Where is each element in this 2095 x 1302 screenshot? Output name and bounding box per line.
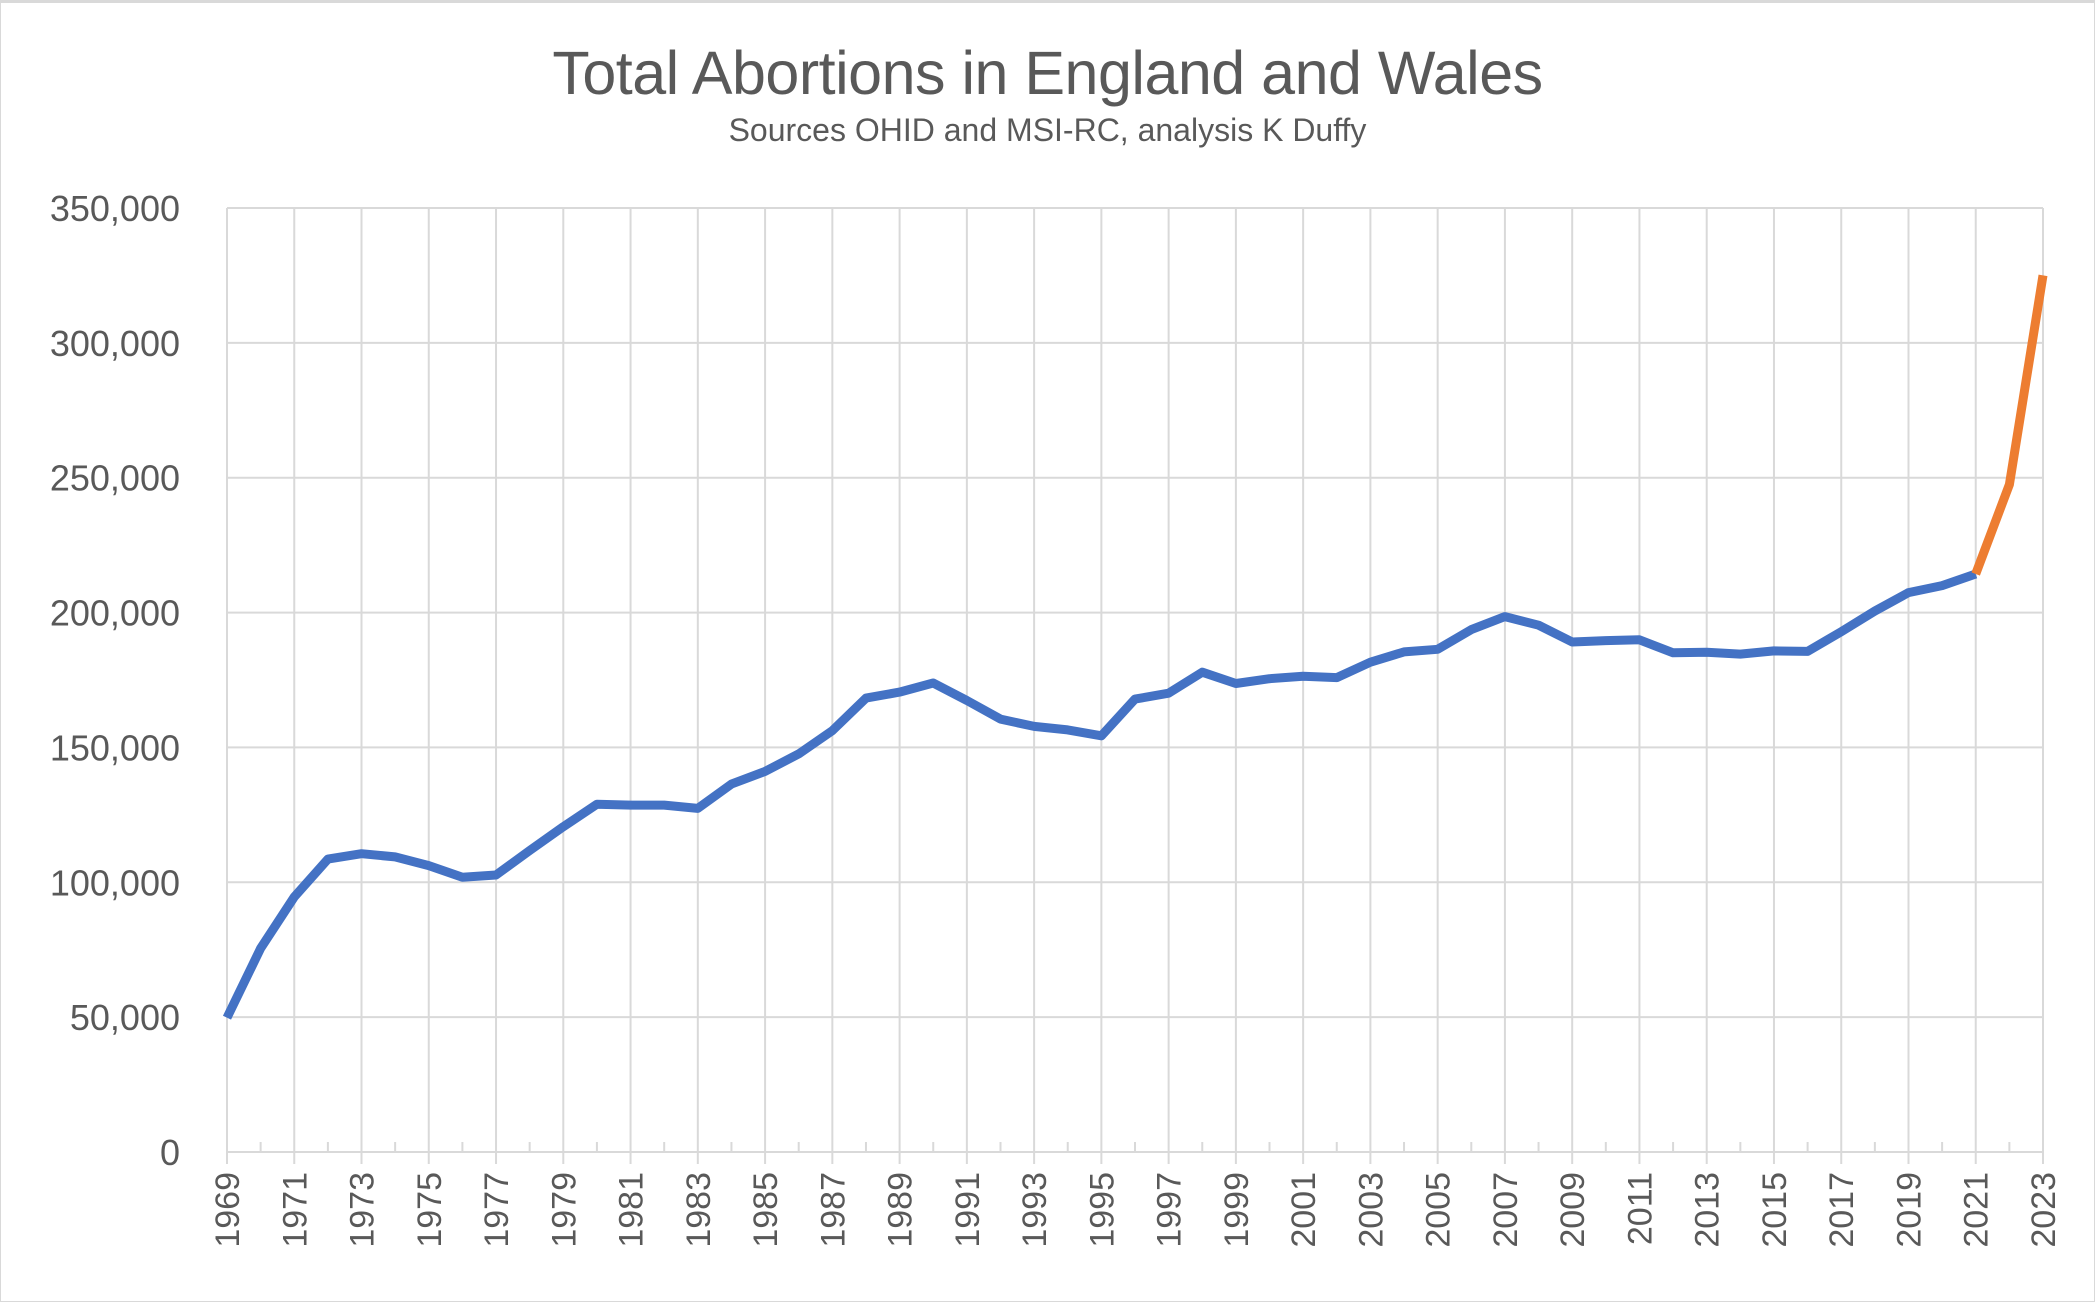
x-tick-label: 1987: [814, 1172, 852, 1248]
x-tick-label: 2015: [1756, 1172, 1794, 1248]
x-tick-label: 2011: [1621, 1172, 1659, 1245]
x-tick-label: 1977: [478, 1172, 516, 1248]
x-tick-label: 1985: [747, 1172, 785, 1248]
x-tick-label: 1983: [680, 1172, 718, 1248]
series-line-estimated: [1971, 274, 2048, 576]
x-tick-label: 2017: [1823, 1172, 1861, 1248]
x-tick-label: 2003: [1352, 1172, 1390, 1248]
x-tick-label: 1981: [613, 1172, 651, 1248]
y-axis-ticks: 0 50,000 100,000 150,000 200,000 250,000 300,0…: [50, 188, 180, 1173]
x-tick-label: 2005: [1420, 1172, 1458, 1248]
y-tick-label: 250,000: [50, 458, 180, 499]
y-tick-label: 200,000: [50, 593, 180, 634]
x-tick-label: 1975: [411, 1172, 449, 1248]
x-tick-label: 1997: [1151, 1172, 1189, 1248]
x-tick-label: 2023: [2025, 1172, 2063, 1248]
x-tick-label: 1993: [1016, 1172, 1054, 1248]
x-tick-label: 1971: [276, 1172, 314, 1248]
x-tick-label: 2013: [1689, 1172, 1727, 1248]
x-tick-label: 2019: [1890, 1172, 1928, 1248]
chart-subtitle: Sources OHID and MSI-RC, analysis K Duff…: [728, 112, 1367, 148]
x-tick-label: 1973: [344, 1172, 382, 1248]
x-tick-label: 2007: [1487, 1172, 1525, 1248]
x-tick-label: 1969: [209, 1172, 247, 1248]
y-tick-label: 50,000: [70, 997, 180, 1038]
x-axis-ticks: 1969 1971 1973 1975 1977 1979 1981 1983 1985 1987…: [209, 1172, 2063, 1248]
y-tick-label: 100,000: [50, 862, 180, 903]
y-tick-label: 350,000: [50, 188, 180, 229]
x-tick-label: 2021: [1958, 1172, 1996, 1248]
series-line-recorded: [222, 569, 1978, 1020]
x-tick-label: 1999: [1218, 1172, 1256, 1248]
y-tick-label: 300,000: [50, 323, 180, 364]
x-tick-label: 2001: [1285, 1172, 1323, 1248]
y-tick-label: 0: [160, 1132, 180, 1173]
x-tick-label: 1979: [545, 1172, 583, 1248]
y-tick-label: 150,000: [50, 727, 180, 768]
x-tick-label: 1995: [1083, 1172, 1121, 1248]
x-tick-label: 1991: [949, 1172, 987, 1248]
series-lines: [222, 274, 2048, 1020]
chart-title: Total Abortions in England and Wales: [552, 39, 1543, 107]
x-tick-label: 2009: [1554, 1172, 1592, 1248]
x-tick-label: 1989: [882, 1172, 920, 1248]
gridlines: [226, 207, 2044, 1164]
